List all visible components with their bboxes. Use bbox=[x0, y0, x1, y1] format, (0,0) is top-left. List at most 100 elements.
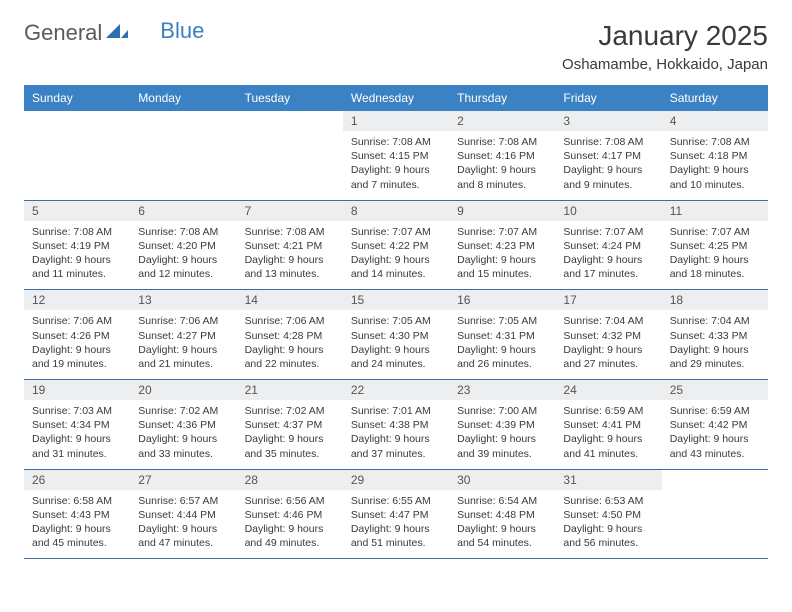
sunset-line: Sunset: 4:30 PM bbox=[351, 329, 441, 343]
month-title: January 2025 bbox=[562, 20, 768, 52]
calendar-cell: 16Sunrise: 7:05 AMSunset: 4:31 PMDayligh… bbox=[449, 290, 555, 380]
weekday-wednesday: Wednesday bbox=[343, 85, 449, 111]
daylight-line: Daylight: 9 hours and 31 minutes. bbox=[32, 432, 122, 460]
sunset-line: Sunset: 4:50 PM bbox=[563, 508, 653, 522]
sunrise-line: Sunrise: 7:02 AM bbox=[245, 404, 335, 418]
sunrise-line: Sunrise: 6:55 AM bbox=[351, 494, 441, 508]
calendar-week-row: 5Sunrise: 7:08 AMSunset: 4:19 PMDaylight… bbox=[24, 200, 768, 290]
day-body: Sunrise: 7:07 AMSunset: 4:25 PMDaylight:… bbox=[662, 221, 768, 290]
sunrise-line: Sunrise: 6:59 AM bbox=[670, 404, 760, 418]
sunset-line: Sunset: 4:17 PM bbox=[563, 149, 653, 163]
weekday-tuesday: Tuesday bbox=[237, 85, 343, 111]
sunset-line: Sunset: 4:43 PM bbox=[32, 508, 122, 522]
sunset-line: Sunset: 4:18 PM bbox=[670, 149, 760, 163]
sunset-line: Sunset: 4:23 PM bbox=[457, 239, 547, 253]
day-number: 22 bbox=[343, 380, 449, 400]
day-number: 3 bbox=[555, 111, 661, 131]
day-body: Sunrise: 7:08 AMSunset: 4:16 PMDaylight:… bbox=[449, 131, 555, 200]
weekday-thursday: Thursday bbox=[449, 85, 555, 111]
day-number: 2 bbox=[449, 111, 555, 131]
daylight-line: Daylight: 9 hours and 13 minutes. bbox=[245, 253, 335, 281]
sunrise-line: Sunrise: 6:53 AM bbox=[563, 494, 653, 508]
sunset-line: Sunset: 4:21 PM bbox=[245, 239, 335, 253]
day-body: Sunrise: 7:08 AMSunset: 4:19 PMDaylight:… bbox=[24, 221, 130, 290]
day-body: Sunrise: 7:07 AMSunset: 4:22 PMDaylight:… bbox=[343, 221, 449, 290]
daylight-line: Daylight: 9 hours and 29 minutes. bbox=[670, 343, 760, 371]
sunset-line: Sunset: 4:28 PM bbox=[245, 329, 335, 343]
sunrise-line: Sunrise: 7:03 AM bbox=[32, 404, 122, 418]
calendar-cell: 20Sunrise: 7:02 AMSunset: 4:36 PMDayligh… bbox=[130, 380, 236, 470]
sunset-line: Sunset: 4:38 PM bbox=[351, 418, 441, 432]
daylight-line: Daylight: 9 hours and 39 minutes. bbox=[457, 432, 547, 460]
day-body: Sunrise: 6:53 AMSunset: 4:50 PMDaylight:… bbox=[555, 490, 661, 559]
daylight-line: Daylight: 9 hours and 21 minutes. bbox=[138, 343, 228, 371]
calendar-cell: 29Sunrise: 6:55 AMSunset: 4:47 PMDayligh… bbox=[343, 469, 449, 559]
sunrise-line: Sunrise: 7:04 AM bbox=[670, 314, 760, 328]
daylight-line: Daylight: 9 hours and 7 minutes. bbox=[351, 163, 441, 191]
calendar-cell: 25Sunrise: 6:59 AMSunset: 4:42 PMDayligh… bbox=[662, 380, 768, 470]
day-number: 10 bbox=[555, 201, 661, 221]
daylight-line: Daylight: 9 hours and 49 minutes. bbox=[245, 522, 335, 550]
daylight-line: Daylight: 9 hours and 17 minutes. bbox=[563, 253, 653, 281]
day-number: 8 bbox=[343, 201, 449, 221]
daylight-line: Daylight: 9 hours and 41 minutes. bbox=[563, 432, 653, 460]
daylight-line: Daylight: 9 hours and 19 minutes. bbox=[32, 343, 122, 371]
day-number: 17 bbox=[555, 290, 661, 310]
day-body: Sunrise: 6:55 AMSunset: 4:47 PMDaylight:… bbox=[343, 490, 449, 559]
sunrise-line: Sunrise: 6:59 AM bbox=[563, 404, 653, 418]
calendar-week-row: 26Sunrise: 6:58 AMSunset: 4:43 PMDayligh… bbox=[24, 469, 768, 559]
calendar-cell: 24Sunrise: 6:59 AMSunset: 4:41 PMDayligh… bbox=[555, 380, 661, 470]
day-body: Sunrise: 7:00 AMSunset: 4:39 PMDaylight:… bbox=[449, 400, 555, 469]
calendar-cell: 8Sunrise: 7:07 AMSunset: 4:22 PMDaylight… bbox=[343, 200, 449, 290]
sunrise-line: Sunrise: 7:06 AM bbox=[32, 314, 122, 328]
calendar-cell: 1Sunrise: 7:08 AMSunset: 4:15 PMDaylight… bbox=[343, 111, 449, 200]
calendar-cell: 2Sunrise: 7:08 AMSunset: 4:16 PMDaylight… bbox=[449, 111, 555, 200]
sunrise-line: Sunrise: 7:06 AM bbox=[138, 314, 228, 328]
sunset-line: Sunset: 4:36 PM bbox=[138, 418, 228, 432]
day-number: 23 bbox=[449, 380, 555, 400]
weekday-friday: Friday bbox=[555, 85, 661, 111]
day-number: 14 bbox=[237, 290, 343, 310]
daylight-line: Daylight: 9 hours and 33 minutes. bbox=[138, 432, 228, 460]
daylight-line: Daylight: 9 hours and 37 minutes. bbox=[351, 432, 441, 460]
sunset-line: Sunset: 4:46 PM bbox=[245, 508, 335, 522]
calendar-cell: 27Sunrise: 6:57 AMSunset: 4:44 PMDayligh… bbox=[130, 469, 236, 559]
sunset-line: Sunset: 4:39 PM bbox=[457, 418, 547, 432]
sunrise-line: Sunrise: 7:08 AM bbox=[457, 135, 547, 149]
calendar-cell-empty bbox=[237, 111, 343, 200]
logo-sail-icon bbox=[106, 20, 128, 46]
daylight-line: Daylight: 9 hours and 15 minutes. bbox=[457, 253, 547, 281]
daylight-line: Daylight: 9 hours and 22 minutes. bbox=[245, 343, 335, 371]
day-number: 16 bbox=[449, 290, 555, 310]
day-body: Sunrise: 7:08 AMSunset: 4:18 PMDaylight:… bbox=[662, 131, 768, 200]
daylight-line: Daylight: 9 hours and 9 minutes. bbox=[563, 163, 653, 191]
weekday-monday: Monday bbox=[130, 85, 236, 111]
day-body: Sunrise: 7:06 AMSunset: 4:26 PMDaylight:… bbox=[24, 310, 130, 379]
day-number: 21 bbox=[237, 380, 343, 400]
day-number: 1 bbox=[343, 111, 449, 131]
sunset-line: Sunset: 4:31 PM bbox=[457, 329, 547, 343]
day-number: 26 bbox=[24, 470, 130, 490]
daylight-line: Daylight: 9 hours and 10 minutes. bbox=[670, 163, 760, 191]
day-number: 24 bbox=[555, 380, 661, 400]
daylight-line: Daylight: 9 hours and 18 minutes. bbox=[670, 253, 760, 281]
calendar-page: General Blue January 2025 Oshamambe, Hok… bbox=[0, 0, 792, 579]
calendar-cell: 30Sunrise: 6:54 AMSunset: 4:48 PMDayligh… bbox=[449, 469, 555, 559]
day-number: 30 bbox=[449, 470, 555, 490]
sunrise-line: Sunrise: 7:04 AM bbox=[563, 314, 653, 328]
sunset-line: Sunset: 4:15 PM bbox=[351, 149, 441, 163]
day-body: Sunrise: 7:05 AMSunset: 4:31 PMDaylight:… bbox=[449, 310, 555, 379]
day-body: Sunrise: 7:06 AMSunset: 4:28 PMDaylight:… bbox=[237, 310, 343, 379]
day-body: Sunrise: 7:03 AMSunset: 4:34 PMDaylight:… bbox=[24, 400, 130, 469]
logo-text-blue: Blue bbox=[160, 18, 204, 44]
sunrise-line: Sunrise: 6:57 AM bbox=[138, 494, 228, 508]
day-number: 13 bbox=[130, 290, 236, 310]
sunrise-line: Sunrise: 7:08 AM bbox=[32, 225, 122, 239]
day-body: Sunrise: 7:08 AMSunset: 4:15 PMDaylight:… bbox=[343, 131, 449, 200]
calendar-cell: 7Sunrise: 7:08 AMSunset: 4:21 PMDaylight… bbox=[237, 200, 343, 290]
sunset-line: Sunset: 4:16 PM bbox=[457, 149, 547, 163]
calendar-week-row: 1Sunrise: 7:08 AMSunset: 4:15 PMDaylight… bbox=[24, 111, 768, 200]
sunset-line: Sunset: 4:24 PM bbox=[563, 239, 653, 253]
day-body: Sunrise: 6:54 AMSunset: 4:48 PMDaylight:… bbox=[449, 490, 555, 559]
day-body: Sunrise: 6:57 AMSunset: 4:44 PMDaylight:… bbox=[130, 490, 236, 559]
